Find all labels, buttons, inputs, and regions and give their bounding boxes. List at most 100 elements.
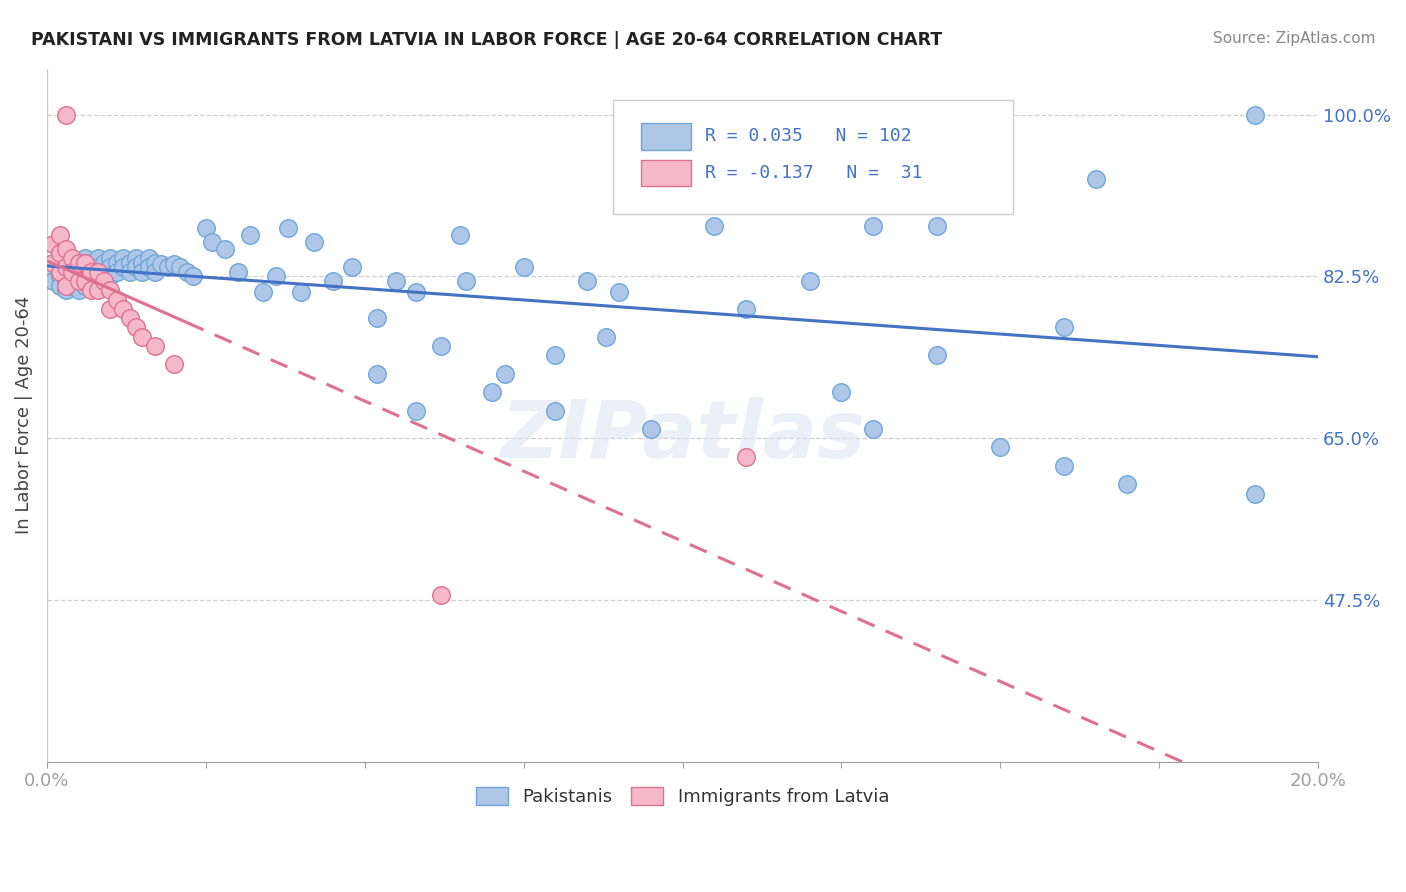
Point: [55, 284, 77, 298]
Point: [67, 265, 90, 279]
Point: [87, 260, 110, 275]
Point: [105, 293, 128, 307]
Point: [100, 269, 122, 284]
Point: [430, 339, 453, 353]
Point: [481, 385, 503, 400]
Point: [340, 260, 363, 275]
Point: [55, 108, 77, 122]
Point: [60, 260, 83, 275]
Point: [125, 251, 148, 265]
Point: [512, 260, 534, 275]
Point: [60, 265, 83, 279]
Point: [430, 588, 453, 602]
Point: [55, 274, 77, 288]
Point: [80, 265, 103, 279]
Point: [766, 172, 789, 186]
Point: [143, 339, 166, 353]
Point: [366, 367, 388, 381]
Point: [48, 251, 70, 265]
Point: [105, 265, 128, 279]
Point: [73, 278, 96, 293]
Point: [214, 242, 236, 256]
Point: [118, 311, 141, 326]
Point: [105, 255, 128, 269]
Point: [176, 265, 198, 279]
Point: [544, 403, 567, 417]
Point: [252, 285, 274, 300]
FancyBboxPatch shape: [641, 123, 692, 150]
Point: [100, 251, 122, 265]
Point: [60, 251, 83, 265]
Point: [1243, 108, 1265, 122]
Point: [449, 227, 471, 242]
Point: [73, 274, 96, 288]
Point: [112, 260, 135, 275]
Point: [988, 441, 1011, 455]
Point: [42, 237, 65, 252]
Point: [67, 284, 90, 298]
Point: [456, 274, 478, 288]
Point: [925, 348, 948, 362]
Point: [1084, 172, 1107, 186]
Point: [42, 265, 65, 279]
Point: [131, 255, 153, 269]
Point: [385, 274, 408, 288]
Point: [201, 235, 224, 250]
Point: [55, 265, 77, 279]
Point: [143, 255, 166, 269]
Point: [42, 255, 65, 269]
Point: [60, 269, 83, 284]
Point: [799, 274, 821, 288]
Point: [194, 220, 217, 235]
Text: R = -0.137   N =  31: R = -0.137 N = 31: [706, 164, 922, 182]
Point: [67, 255, 90, 269]
Point: [48, 265, 70, 279]
Point: [93, 255, 115, 269]
Point: [87, 269, 110, 284]
Text: R = 0.035   N = 102: R = 0.035 N = 102: [706, 128, 912, 145]
Point: [67, 274, 90, 288]
Point: [1053, 458, 1076, 473]
Point: [118, 255, 141, 269]
Point: [48, 260, 70, 275]
Point: [93, 274, 115, 288]
Text: PAKISTANI VS IMMIGRANTS FROM LATVIA IN LABOR FORCE | AGE 20-64 CORRELATION CHART: PAKISTANI VS IMMIGRANTS FROM LATVIA IN L…: [31, 31, 942, 49]
Point: [67, 274, 90, 288]
Point: [138, 251, 160, 265]
Point: [87, 251, 110, 265]
Text: Source: ZipAtlas.com: Source: ZipAtlas.com: [1212, 31, 1375, 46]
Point: [48, 278, 70, 293]
Point: [671, 153, 693, 168]
Point: [366, 311, 388, 326]
Point: [125, 260, 148, 275]
Point: [100, 260, 122, 275]
Point: [181, 269, 204, 284]
Point: [640, 422, 662, 436]
Point: [735, 450, 758, 464]
Point: [60, 251, 83, 265]
Point: [1053, 320, 1076, 334]
Point: [55, 246, 77, 260]
Point: [138, 260, 160, 275]
Point: [169, 260, 191, 275]
Y-axis label: In Labor Force | Age 20-64: In Labor Force | Age 20-64: [15, 296, 32, 534]
Point: [163, 258, 186, 272]
Point: [239, 227, 262, 242]
Point: [87, 284, 110, 298]
Point: [100, 301, 122, 316]
Point: [131, 329, 153, 343]
Point: [494, 367, 516, 381]
Point: [156, 260, 179, 275]
Point: [1243, 486, 1265, 500]
Point: [925, 219, 948, 233]
Point: [264, 269, 287, 284]
FancyBboxPatch shape: [613, 100, 1014, 214]
Point: [125, 320, 148, 334]
Point: [143, 265, 166, 279]
Point: [80, 255, 103, 269]
Point: [55, 278, 77, 293]
Point: [73, 260, 96, 275]
Point: [100, 284, 122, 298]
Point: [93, 274, 115, 288]
Point: [163, 357, 186, 371]
